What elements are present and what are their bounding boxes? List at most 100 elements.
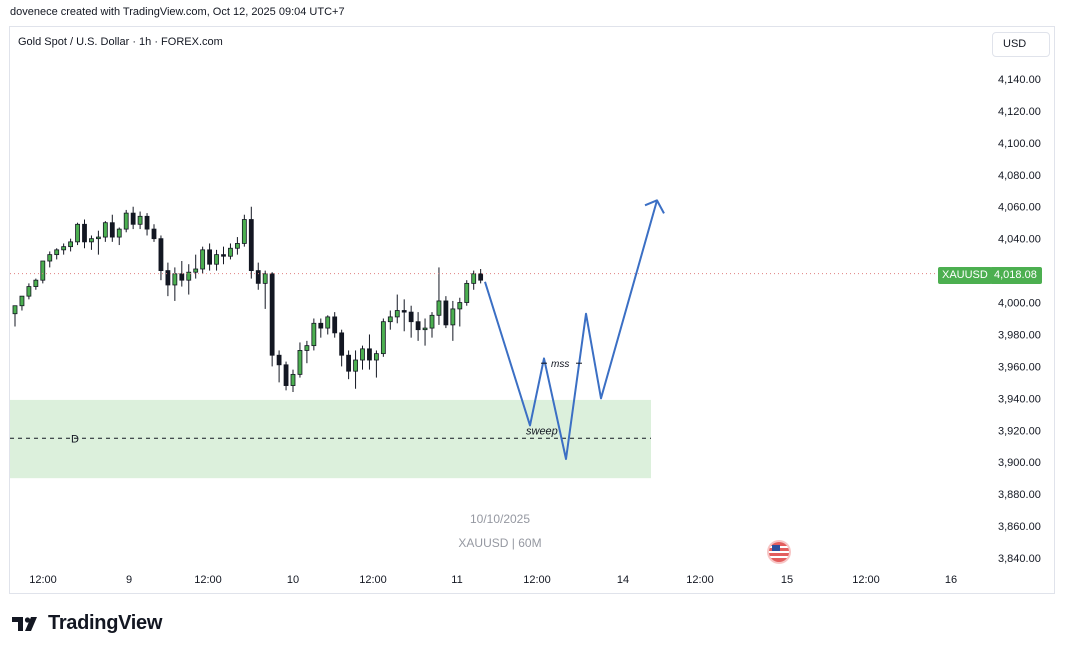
candle-body bbox=[311, 322, 317, 347]
candle bbox=[12, 305, 18, 327]
candle bbox=[75, 222, 80, 246]
candle-body bbox=[422, 327, 428, 331]
candle-body bbox=[200, 249, 206, 270]
price-tick-label: 4,060.00 bbox=[998, 202, 1041, 214]
candle-body bbox=[61, 246, 67, 251]
candle-body bbox=[297, 350, 303, 375]
price-tick-label: 4,140.00 bbox=[998, 74, 1041, 86]
candle bbox=[387, 310, 393, 330]
price-tick-label: 3,980.00 bbox=[998, 329, 1041, 341]
candle bbox=[353, 350, 358, 389]
candle bbox=[450, 300, 456, 341]
time-tick-label: 12:00 bbox=[194, 574, 222, 586]
candle-body bbox=[234, 243, 240, 249]
price-axis: 4,140.00 4,120.00 4,100.00 4,080.00 4,060.00… bbox=[998, 74, 1041, 565]
candle-body bbox=[109, 222, 115, 238]
time-tick-label: 12:00 bbox=[686, 574, 714, 586]
candle bbox=[276, 350, 282, 383]
candle-body bbox=[12, 305, 18, 315]
candle bbox=[297, 342, 303, 378]
price-tick-label: 3,840.00 bbox=[998, 553, 1041, 565]
currency-button[interactable]: USD bbox=[992, 32, 1050, 57]
candle bbox=[172, 267, 178, 301]
price-tick-label: 4,080.00 bbox=[998, 170, 1041, 182]
candle bbox=[144, 213, 150, 236]
demand-zone-layer: D bbox=[10, 399, 651, 479]
candle bbox=[373, 350, 379, 378]
price-tick-label: 3,960.00 bbox=[998, 361, 1041, 373]
candle bbox=[151, 224, 157, 242]
candle bbox=[394, 294, 400, 324]
candle-body bbox=[276, 354, 282, 366]
candle-body bbox=[450, 308, 456, 326]
candle-body bbox=[33, 279, 39, 287]
candle bbox=[96, 230, 101, 255]
candle-body bbox=[304, 345, 310, 351]
candle-body bbox=[262, 273, 268, 284]
candle bbox=[186, 264, 192, 295]
candle-body bbox=[47, 254, 53, 262]
demand-zone bbox=[10, 399, 651, 479]
projection-arrowhead bbox=[644, 199, 665, 214]
candle bbox=[137, 211, 143, 230]
candle-body bbox=[283, 364, 289, 386]
candle-body bbox=[158, 238, 164, 272]
candle bbox=[116, 227, 122, 246]
candle-body bbox=[248, 219, 254, 272]
candle-body bbox=[367, 348, 372, 361]
candle bbox=[228, 243, 233, 260]
time-tick-label: 14 bbox=[617, 574, 629, 586]
candle bbox=[26, 283, 32, 300]
candle bbox=[130, 206, 136, 230]
candle bbox=[102, 221, 108, 242]
candle bbox=[54, 248, 60, 260]
candle-body bbox=[401, 310, 407, 313]
candle bbox=[436, 267, 442, 325]
candle bbox=[109, 214, 115, 242]
candle-body bbox=[429, 314, 435, 329]
candle bbox=[207, 243, 213, 271]
candle-body bbox=[207, 249, 213, 265]
symbol-title: Gold Spot / U.S. Dollar · 1h · FOREX.com bbox=[18, 36, 223, 48]
candle-body bbox=[96, 236, 101, 240]
candle-body bbox=[19, 295, 25, 307]
candle bbox=[443, 296, 449, 329]
candle-body bbox=[346, 354, 352, 372]
candle bbox=[82, 219, 87, 249]
candle bbox=[40, 260, 46, 284]
candle bbox=[304, 340, 310, 364]
candle bbox=[325, 315, 331, 335]
candle bbox=[422, 318, 428, 346]
candle-body bbox=[214, 254, 219, 265]
candle bbox=[255, 262, 261, 290]
tradingview-logo-icon bbox=[12, 616, 37, 631]
candle-body bbox=[75, 223, 80, 243]
us-flag-event-icon[interactable] bbox=[769, 542, 789, 562]
candle-body bbox=[443, 300, 449, 326]
candle bbox=[332, 312, 338, 338]
candle bbox=[89, 235, 94, 250]
candle-body bbox=[68, 241, 73, 248]
candle bbox=[290, 369, 296, 392]
candle-body bbox=[380, 321, 386, 355]
candle-body bbox=[144, 215, 150, 230]
time-tick-label: 12:00 bbox=[523, 574, 551, 586]
price-tick-label: 3,860.00 bbox=[998, 521, 1041, 533]
candle bbox=[346, 350, 352, 380]
candle-body bbox=[471, 273, 477, 284]
price-tick-label: 4,100.00 bbox=[998, 138, 1041, 150]
candle-body bbox=[193, 268, 199, 273]
projection-layer: mss sweep bbox=[484, 199, 665, 461]
time-axis: 12:00 9 12:00 10 12:00 11 12:00 14 12:00 15 12:00 1… bbox=[29, 574, 957, 586]
candle bbox=[200, 246, 206, 274]
candle-body bbox=[318, 322, 324, 329]
candle bbox=[401, 299, 407, 332]
candle-body bbox=[325, 316, 331, 329]
tradingview-logo[interactable]: TradingView bbox=[12, 612, 162, 635]
candle-body bbox=[221, 254, 226, 257]
candle bbox=[311, 318, 317, 351]
candle-body bbox=[339, 332, 345, 356]
zone-label: D bbox=[71, 433, 79, 445]
price-tick-label: 3,900.00 bbox=[998, 457, 1041, 469]
